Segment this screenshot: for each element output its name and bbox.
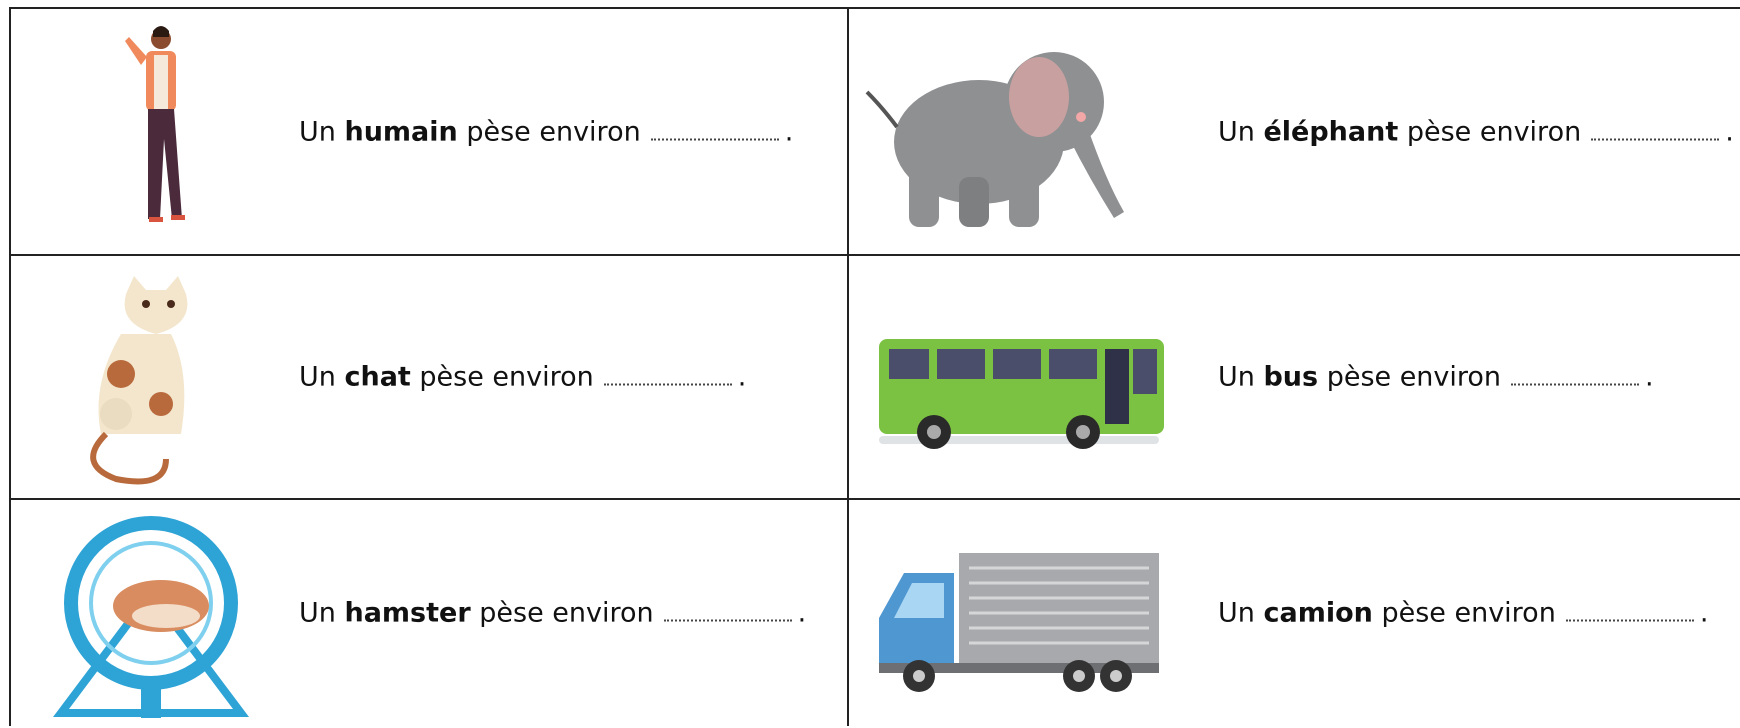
verb-phrase: pèse environ (1406, 116, 1582, 147)
verb-phrase: pèse environ (466, 116, 641, 147)
period: . (1725, 116, 1734, 147)
answer-blank[interactable] (650, 130, 779, 140)
period: . (784, 116, 794, 147)
period: . (1699, 597, 1709, 629)
prefix: Un (1218, 597, 1255, 629)
answer-blank[interactable] (1565, 612, 1694, 622)
prefix: Un (299, 597, 336, 629)
verb-phrase: pèse environ (419, 361, 594, 393)
sentence: Un hamster pèse environ. (299, 598, 806, 629)
cell: Un humain pèse environ. (9, 7, 847, 254)
sentence: Un bus pèse environ. (1218, 362, 1654, 393)
subject: camion (1263, 597, 1373, 629)
answer-blank[interactable] (1591, 130, 1720, 140)
cell: Un chat pèse environ. (9, 254, 847, 498)
prefix: Un (299, 116, 336, 147)
truck-illustration (879, 553, 1159, 692)
sentence: Un camion pèse environ. (1218, 598, 1708, 629)
verb-phrase: pèse environ (1381, 597, 1556, 629)
sentence: Un éléphant pèse environ. (1218, 116, 1734, 147)
prefix: Un (299, 361, 336, 393)
answer-blank[interactable] (603, 376, 732, 386)
human-illustration (125, 26, 185, 222)
period: . (737, 361, 747, 393)
subject: bus (1263, 361, 1319, 393)
bus-illustration (879, 339, 1164, 449)
subject: éléphant (1263, 116, 1399, 147)
prefix: Un (1218, 116, 1255, 147)
cat-illustration (90, 276, 188, 485)
period: . (1645, 361, 1654, 393)
verb-phrase: pèse environ (1326, 361, 1502, 393)
period: . (797, 597, 807, 629)
elephant-illustration (865, 52, 1124, 227)
answer-blank[interactable] (1511, 376, 1640, 386)
prefix: Un (1218, 361, 1255, 393)
worksheet-table: Un humain pèse environ. Un éléphant pèse… (9, 7, 1740, 726)
sentence: Un humain pèse environ. (299, 116, 793, 147)
cell: Un bus pèse environ. (847, 254, 1740, 498)
cell: Un hamster pèse environ. (9, 498, 847, 726)
subject: hamster (344, 597, 471, 629)
subject: humain (344, 116, 458, 147)
cell: Un éléphant pèse environ. (847, 7, 1740, 254)
answer-blank[interactable] (663, 612, 792, 622)
sentence: Un chat pèse environ. (299, 362, 746, 393)
verb-phrase: pèse environ (479, 597, 654, 629)
hamster-illustration (53, 516, 249, 718)
cell: Un camion pèse environ. (847, 498, 1740, 726)
subject: chat (344, 361, 411, 393)
